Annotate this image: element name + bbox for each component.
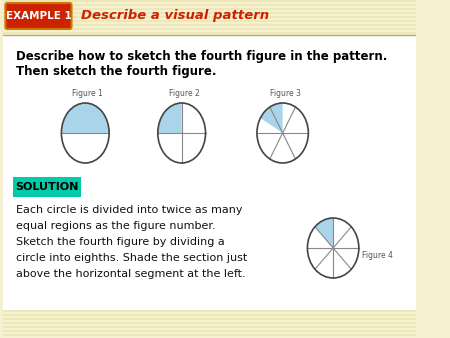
Text: Figure 4: Figure 4 (362, 251, 392, 261)
Text: Describe a visual pattern: Describe a visual pattern (81, 9, 269, 23)
Text: Figure 3: Figure 3 (270, 89, 301, 98)
Bar (3, 32, 416, 34)
Polygon shape (315, 218, 333, 248)
Bar (3, 16, 416, 18)
Bar (3, 0, 416, 35)
Bar (3, 314, 416, 316)
Bar (3, 334, 416, 336)
Bar (3, 20, 416, 22)
Text: Sketch the fourth figure by dividing a: Sketch the fourth figure by dividing a (16, 237, 225, 247)
Text: Each circle is divided into twice as many: Each circle is divided into twice as man… (16, 205, 243, 215)
Bar (3, 4, 416, 6)
Text: Then sketch the fourth figure.: Then sketch the fourth figure. (16, 65, 217, 78)
Bar (3, 330, 416, 332)
Polygon shape (61, 103, 109, 133)
FancyBboxPatch shape (13, 177, 81, 197)
Bar (3, 35, 416, 338)
Bar (3, 8, 416, 10)
Text: EXAMPLE 1: EXAMPLE 1 (5, 11, 72, 21)
Bar (3, 28, 416, 30)
Bar (3, 24, 416, 26)
Text: Figure 2: Figure 2 (169, 89, 199, 98)
Bar (3, 322, 416, 324)
Bar (3, 310, 416, 312)
FancyBboxPatch shape (5, 3, 72, 29)
Bar (3, 318, 416, 320)
Polygon shape (261, 103, 283, 133)
Text: Describe how to sketch the fourth figure in the pattern.: Describe how to sketch the fourth figure… (16, 50, 388, 63)
Polygon shape (158, 103, 182, 133)
Text: SOLUTION: SOLUTION (15, 182, 78, 192)
Text: circle into eighths. Shade the section just: circle into eighths. Shade the section j… (16, 253, 248, 263)
Text: equal regions as the figure number.: equal regions as the figure number. (16, 221, 216, 231)
Bar (3, 326, 416, 328)
Bar (3, 0, 416, 2)
Bar (3, 310, 416, 338)
Text: Figure 1: Figure 1 (72, 89, 103, 98)
Bar (3, 12, 416, 14)
Text: above the horizontal segment at the left.: above the horizontal segment at the left… (16, 269, 246, 279)
